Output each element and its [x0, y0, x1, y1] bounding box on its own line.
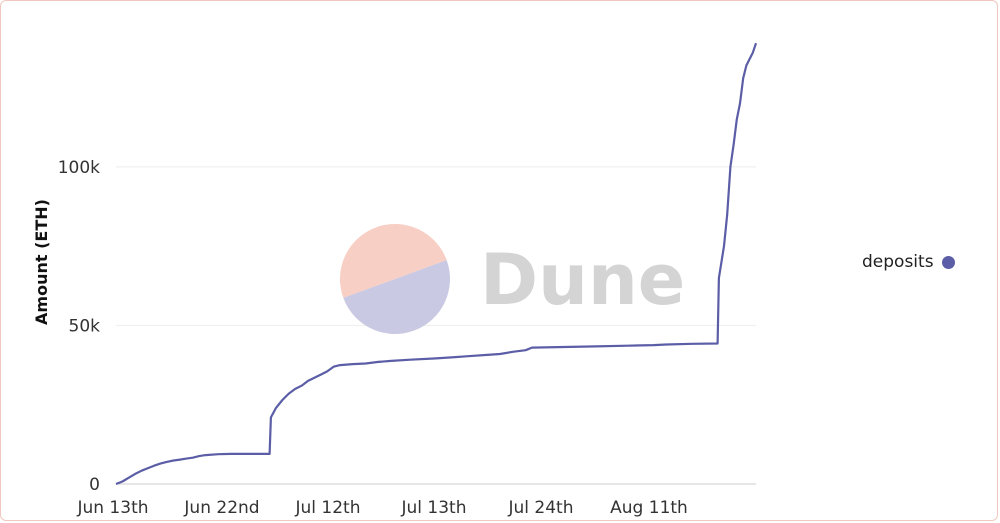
y-tick-label: 100k — [58, 158, 100, 178]
x-tick-label: Jul 13th — [401, 498, 467, 518]
legend[interactable]: deposits — [862, 252, 955, 272]
x-tick-label: Aug 11th — [610, 498, 688, 518]
y-tick-label: 50k — [69, 316, 101, 336]
y-tick-label: 0 — [89, 475, 100, 495]
series-layer — [115, 42, 758, 486]
legend-label-deposits: deposits — [862, 252, 934, 272]
x-tick-label: Jul 24th — [508, 498, 574, 518]
x-tick-label: Jul 12th — [295, 498, 361, 518]
dune-logo-bottom-half — [343, 260, 450, 335]
watermark: Dune — [339, 223, 685, 335]
axes: 0 50k 100k Jun 13th Jun 22nd Jul 12th Jul 13th… — [58, 158, 756, 518]
x-tick-label: Jun 13th — [76, 498, 148, 518]
watermark-text: Dune — [480, 239, 685, 321]
legend-dot-deposits — [941, 255, 955, 269]
x-tick-label: Jun 22nd — [183, 498, 259, 518]
grid — [116, 166, 756, 326]
series-line-deposits — [115, 42, 758, 486]
y-axis-label: Amount (ETH) — [32, 199, 51, 325]
dune-logo-top-half — [339, 223, 447, 298]
